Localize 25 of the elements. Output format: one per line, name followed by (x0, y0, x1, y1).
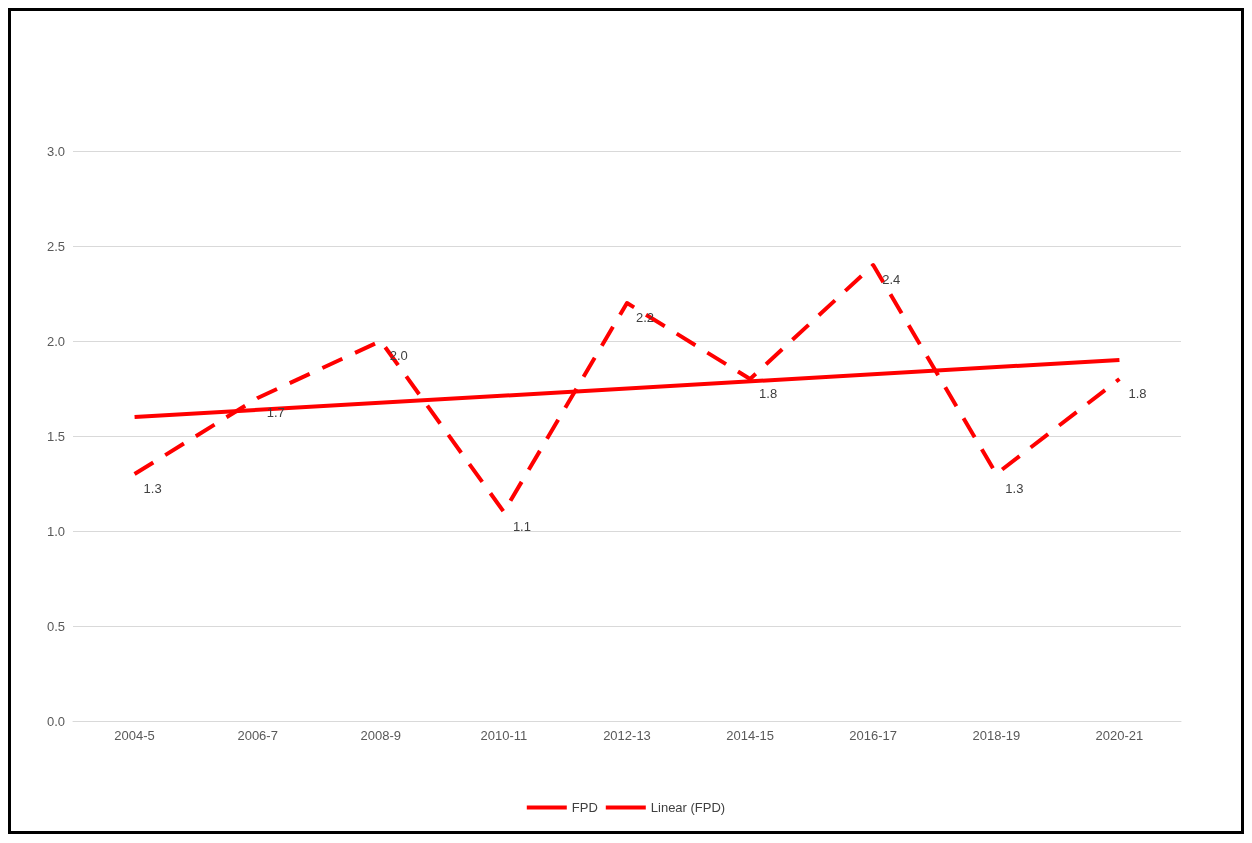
x-tick-label: 2010-11 (480, 728, 528, 743)
x-tick-label: 2018-19 (972, 728, 1021, 743)
x-tick-label: 2012-13 (603, 728, 651, 743)
data-label: 1.1 (512, 518, 531, 534)
data-label: 2.4 (882, 271, 901, 287)
x-tick-label: 2014-15 (726, 728, 774, 743)
y-tick-label: 2.0 (46, 333, 65, 349)
y-tick-label: 1.5 (46, 428, 65, 444)
x-tick-label: 2006-7 (237, 728, 278, 743)
x-tick-label: 2008-9 (360, 728, 402, 743)
y-tick-label: 3.0 (46, 143, 65, 159)
y-tick-label: 1.0 (46, 523, 65, 539)
line-series (132, 263, 1122, 514)
data-label: 1.3 (143, 480, 162, 496)
x-tick-label: 2020-21 (1095, 728, 1144, 743)
x-tick-label: 2004-5 (114, 728, 155, 743)
data-label: 1.3 (1005, 480, 1024, 496)
x-tick-label: 2016-17 (849, 728, 898, 743)
y-tick-label: 2.5 (46, 238, 65, 254)
data-label: 1.8 (1128, 385, 1147, 401)
legend-label: FPD (571, 800, 598, 815)
y-tick-label: 0.5 (46, 618, 65, 634)
legend-label: Linear (FPD) (650, 800, 726, 815)
y-tick-label: 0.0 (46, 713, 65, 729)
data-label: 1.8 (759, 385, 778, 401)
